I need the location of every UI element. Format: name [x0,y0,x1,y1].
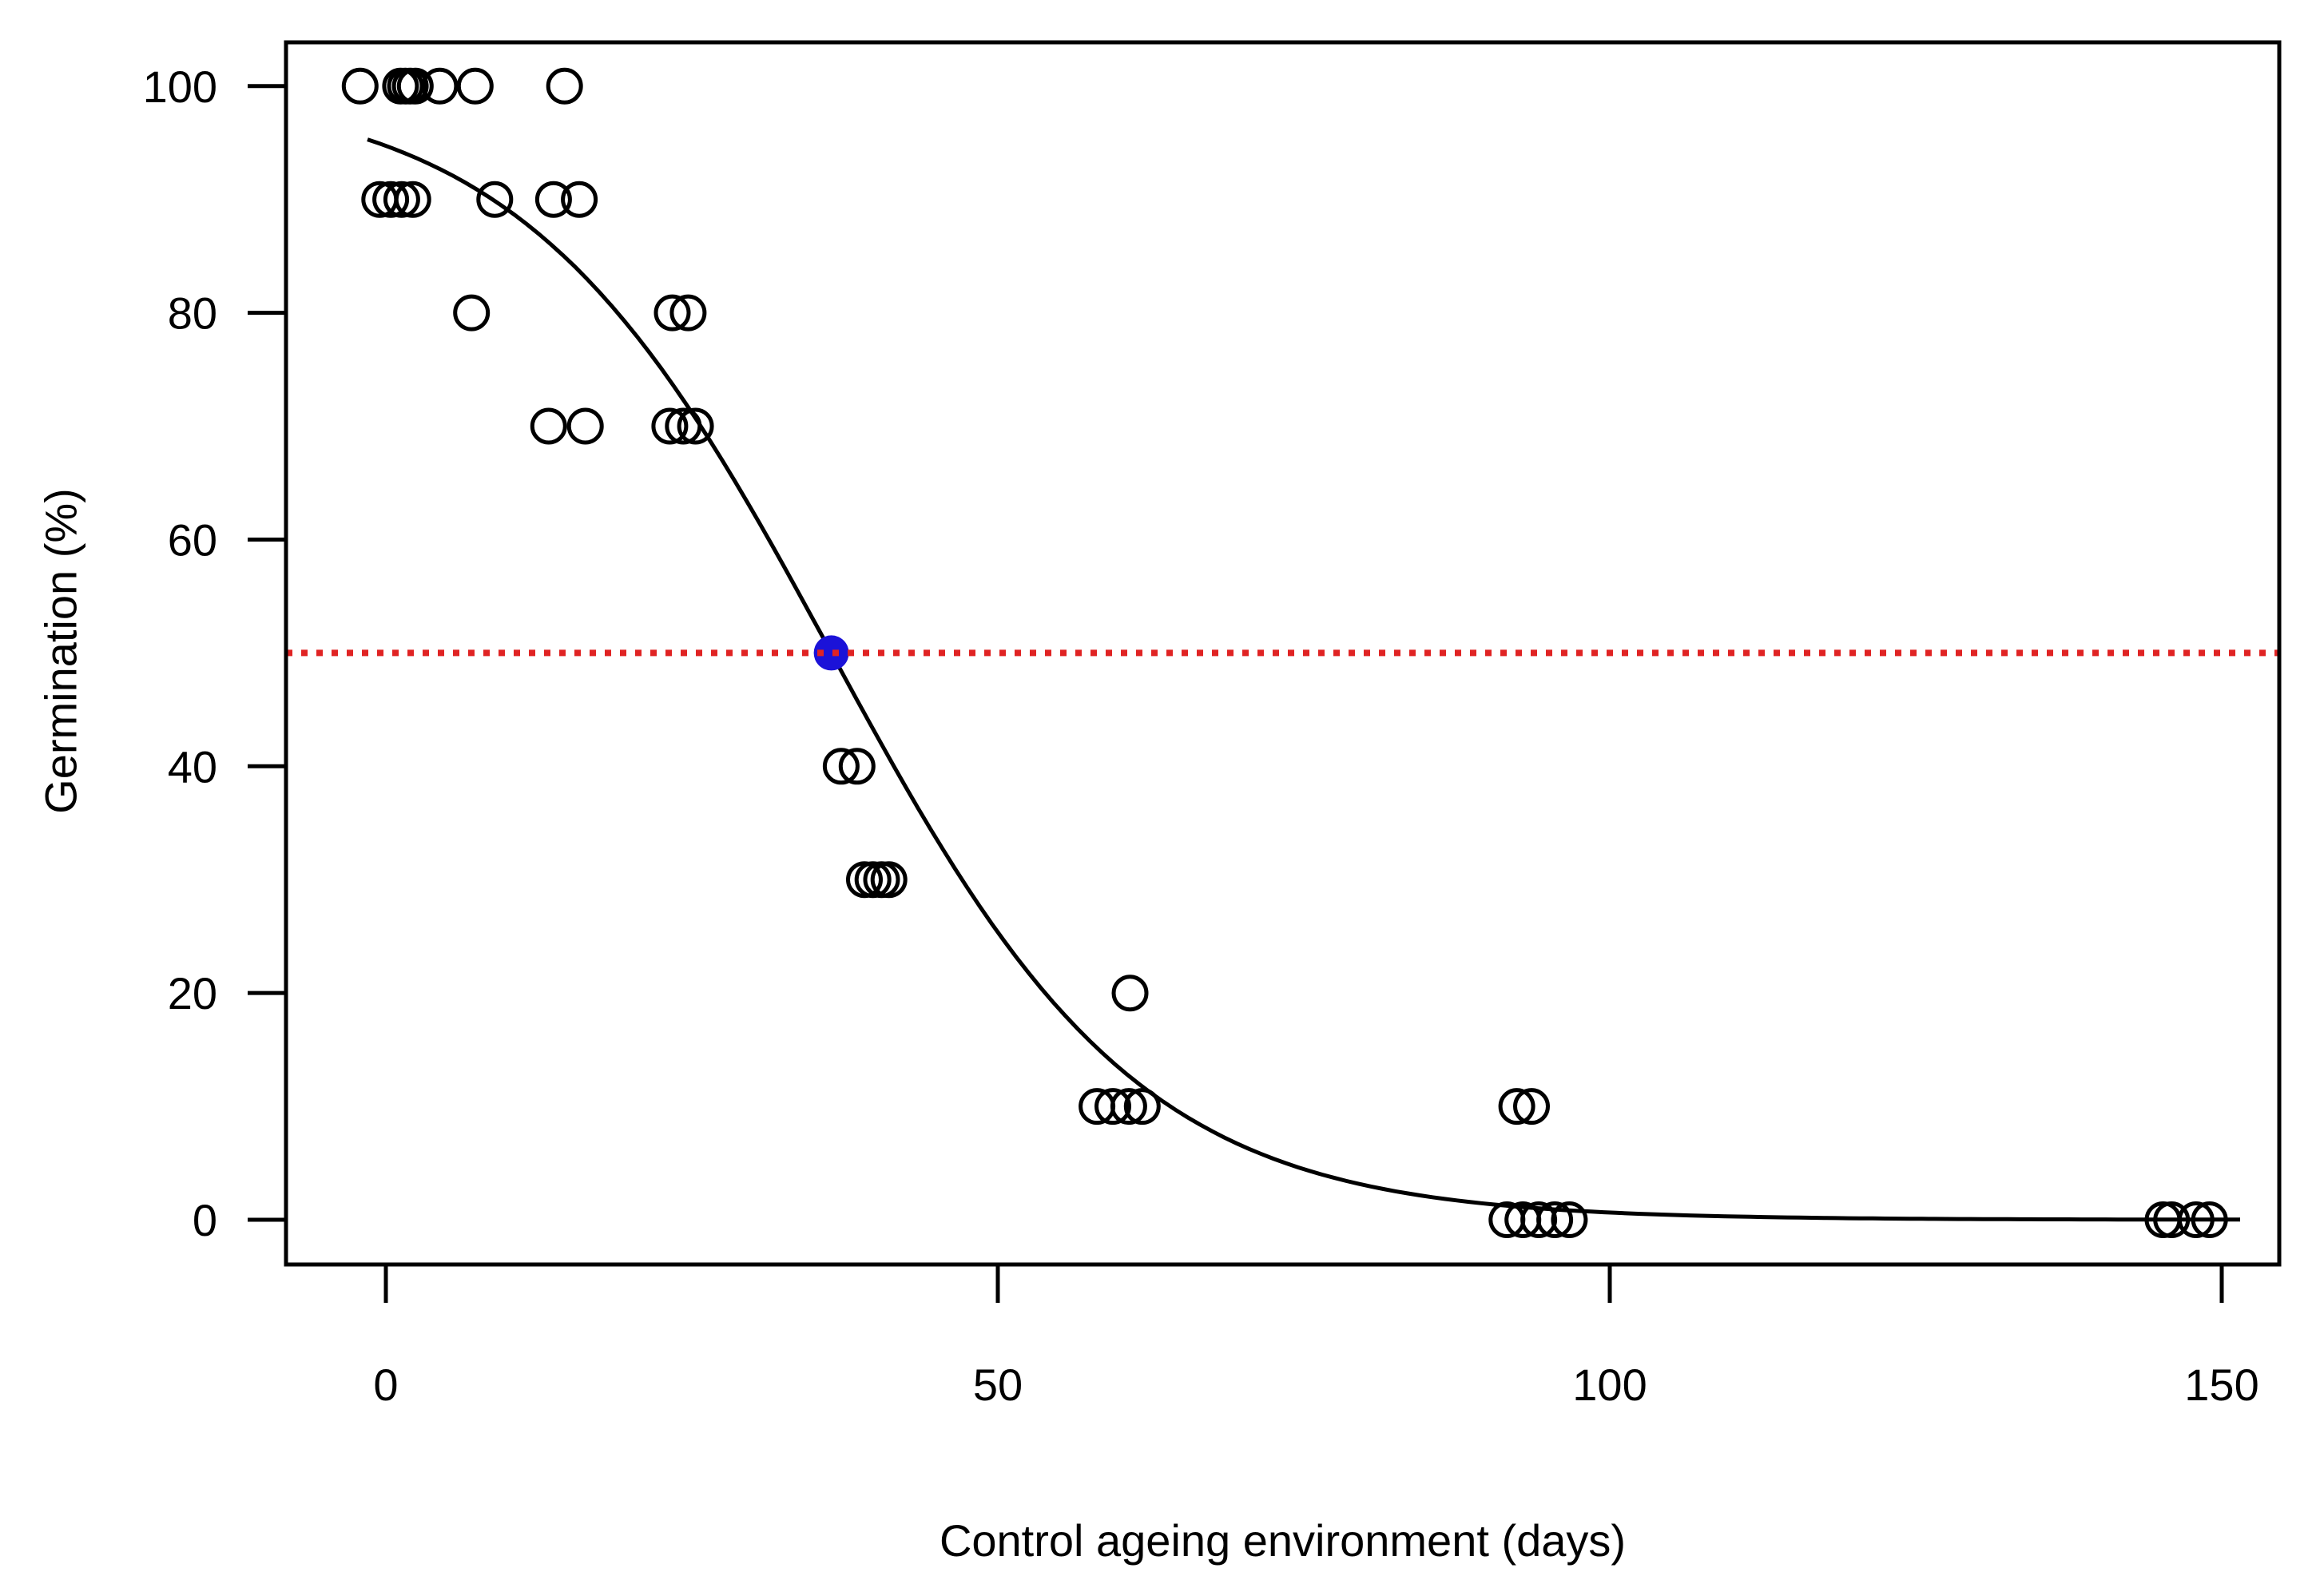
data-point [421,67,459,105]
x-tick-label: 100 [1572,1360,1647,1410]
data-point [1110,1088,1147,1125]
data-point [383,181,420,218]
data-point [854,861,892,899]
data-point [1513,1088,1550,1125]
data-point [669,294,707,331]
data-point [530,407,567,445]
data-point [372,181,410,218]
data-point [822,748,860,785]
data-point [1536,1201,1574,1238]
data-point [1498,1088,1535,1125]
data-point [665,407,702,445]
data-point [677,407,714,445]
y-tick-label: 20 [168,968,217,1018]
data-point [341,67,379,105]
data-point [534,181,572,218]
data-point [2153,1201,2191,1238]
data-point [651,407,689,445]
y-tick-label: 80 [168,288,217,339]
data-point [2191,1201,2228,1238]
data-point [546,67,583,105]
data-point [394,181,431,218]
x-tick-label: 0 [373,1360,398,1410]
data-point [1551,1201,1588,1238]
data-point [561,181,598,218]
data-point [1111,975,1149,1012]
p50-highlight-point [813,635,849,671]
data-point [1094,1088,1131,1125]
y-axis-title-text: Germination (%) [35,488,86,814]
y-tick-label: 0 [193,1195,217,1245]
data-point [1520,1201,1558,1238]
x-tick-label: 150 [2184,1360,2258,1410]
data-point [838,748,876,785]
x-axis: 0 50 100 150 [373,1264,2259,1410]
data-point [846,861,883,899]
data-point [396,67,434,105]
data-point [1123,1088,1161,1125]
data-point [453,294,491,331]
scatter-points [341,67,2228,1238]
data-point [870,861,908,899]
data-point [2177,1201,2215,1238]
y-tick-label: 100 [143,62,217,112]
y-tick-label: 40 [168,741,217,792]
x-tick-label: 50 [973,1360,1023,1410]
x-axis-title-text: Control ageing environment (days) [939,1515,1627,1566]
x-axis-title: Control ageing environment (days) [0,1515,2324,1566]
data-point [476,181,514,218]
plot-box [284,40,2282,1267]
fitted-curve [367,137,2240,1222]
y-axis: 0 20 40 60 80 100 [143,62,286,1245]
data-point [566,407,604,445]
data-point [456,67,494,105]
y-tick-label: 60 [168,514,217,565]
data-point [654,294,691,331]
